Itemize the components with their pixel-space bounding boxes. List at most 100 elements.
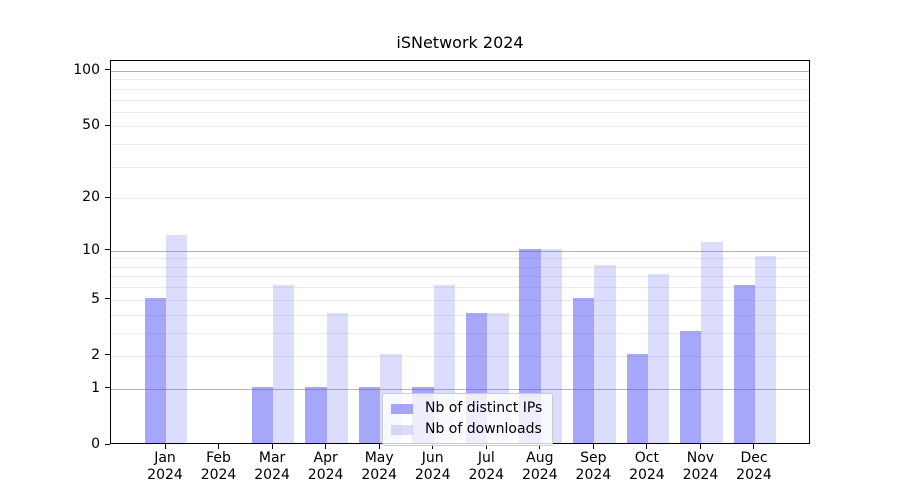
x-axis-tick [432,444,434,449]
legend: Nb of distinct IPs Nb of downloads [382,393,554,446]
gridline-minor [111,332,809,334]
bar-downloads [754,256,777,443]
x-axis-tick-label: Sep 2024 [553,450,633,484]
x-label-month: Jul [477,450,495,466]
x-axis-tick-label: Dec 2024 [714,450,794,484]
gridline-minor [111,126,809,128]
x-axis-tick [485,444,487,449]
gridline-major [111,70,809,72]
y-axis-tick [105,387,110,389]
x-label-month: Apr [313,450,338,466]
bar-downloads [701,241,723,443]
x-label-month: Nov [686,450,715,466]
y-axis-tick [105,124,110,126]
bar-distinct-ips [626,353,648,443]
chart-title: iSNetwork 2024 [396,33,524,52]
y-axis-tick [105,298,110,300]
legend-entry-distinct-ips: Nb of distinct IPs [391,399,542,418]
x-label-year: 2024 [200,467,237,483]
y-axis-tick [105,196,110,198]
y-axis-tick-label: 0 [91,436,100,452]
bar-downloads [326,312,349,443]
gridline-minor [111,198,809,200]
y-axis-tick-label: 100 [73,61,100,78]
bar-distinct-ips [733,285,755,443]
x-axis-tick-label: May 2024 [339,450,419,484]
y-axis-tick [105,249,110,251]
x-label-year: 2024 [307,467,344,483]
bar-distinct-ips [251,386,274,443]
x-label-month: Jan [154,450,176,466]
x-axis-tick-label: Jan 2024 [125,450,205,484]
x-label-year: 2024 [736,467,772,483]
x-axis-tick-label: Jun 2024 [393,450,473,484]
x-label-year: 2024 [629,467,665,483]
legend-swatch-distinct-ips [391,403,413,414]
bar-distinct-ips [305,386,327,443]
y-axis-tick-label: 20 [82,189,100,206]
x-axis-tick [325,444,327,449]
plot-area: Nb of distinct IPs Nb of downloads [110,60,810,446]
x-axis-tick-label: Mar 2024 [232,450,312,484]
y-axis-tick [105,69,110,71]
x-axis-tick [218,444,220,449]
x-axis-tick-label: Aug 2024 [500,450,580,484]
x-axis-tick-label: Feb 2024 [179,450,259,484]
x-axis-tick-label: Nov 2024 [660,450,740,484]
y-axis-tick-label: 2 [91,346,100,363]
x-label-month: Mar [258,450,286,466]
x-label-year: 2024 [575,467,612,483]
y-axis-tick-label: 5 [91,290,100,307]
gridline-minor [111,111,809,113]
gridline-minor [111,88,809,90]
y-axis-tick-label: 1 [91,379,100,396]
x-label-month: May [364,450,394,466]
gridline-minor [111,276,809,278]
bar-distinct-ips [680,330,702,443]
x-axis-tick [592,444,594,449]
legend-label-downloads: Nb of downloads [425,421,542,437]
gridline-minor [111,99,809,101]
gridline-minor [111,166,809,168]
bar-downloads [594,264,616,443]
x-label-month: Jun [421,450,444,466]
gridline-minor [111,266,809,268]
x-axis-tick [271,444,273,449]
x-label-month: Dec [740,450,768,466]
y-axis-tick [105,443,110,445]
bar-downloads [647,274,670,443]
gridline-minor [111,79,809,81]
gridline-major [111,388,809,390]
x-label-month: Aug [526,450,554,466]
legend-label-distinct-ips: Nb of distinct IPs [425,400,543,416]
gridline-minor [111,355,809,357]
y-axis-tick [105,354,110,356]
x-axis-tick-label: Jul 2024 [446,450,526,484]
legend-swatch-downloads [391,424,413,435]
x-axis-tick-label: Oct 2024 [607,450,687,484]
x-axis-tick [539,444,541,449]
gridline-minor [111,299,809,301]
x-axis-tick [699,444,701,449]
x-axis-tick [646,444,648,449]
x-label-year: 2024 [682,467,719,483]
bar-distinct-ips [572,297,595,443]
gridline-major [111,250,809,252]
x-label-month: Oct [634,450,659,466]
legend-entry-downloads: Nb of downloads [391,420,542,439]
x-label-year: 2024 [254,467,290,483]
x-label-year: 2024 [147,467,183,483]
x-axis-tick [753,444,755,449]
y-axis-tick-label: 10 [82,241,100,258]
gridline-minor [111,144,809,146]
x-label-year: 2024 [414,467,451,483]
x-axis-tick [164,444,166,449]
x-axis-tick-label: Apr 2024 [286,450,366,484]
gridline-minor [111,314,809,316]
x-label-year: 2024 [468,467,505,483]
bar-distinct-ips [144,297,166,443]
gridline-minor [111,287,809,289]
x-label-year: 2024 [521,467,558,483]
bar-downloads [273,285,295,443]
